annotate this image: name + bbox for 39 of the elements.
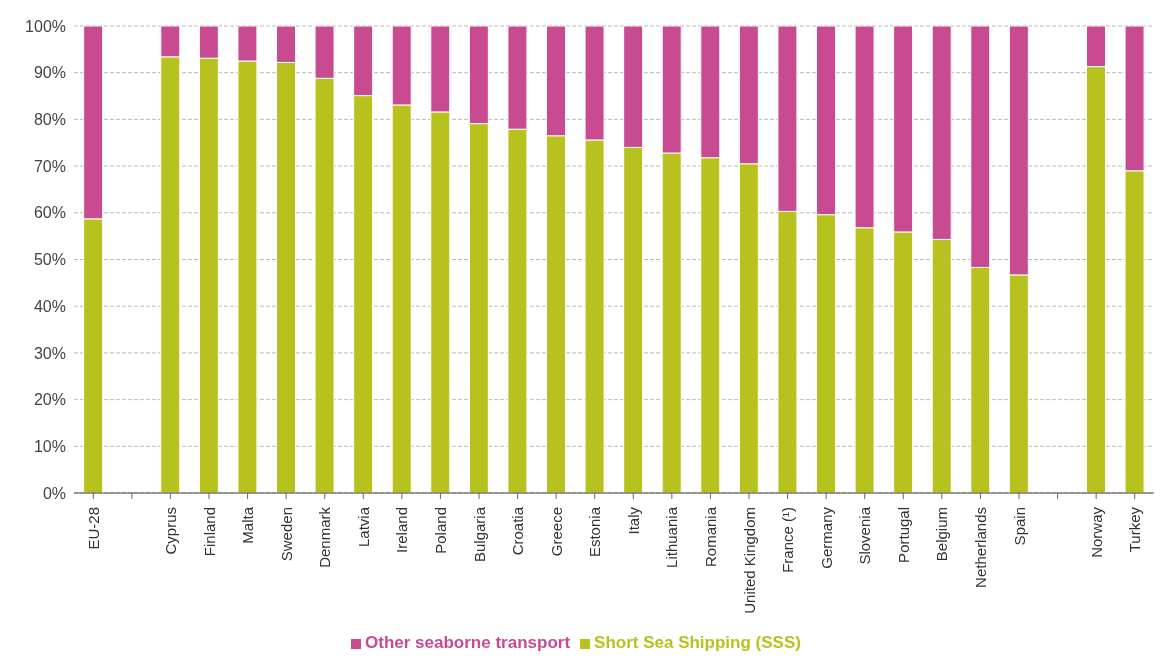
y-tick-label: 0% [42,484,66,502]
y-tick-label: 20% [33,391,66,409]
x-tick-label: Finland [200,507,218,557]
x-tick-label: Sweden [277,507,295,562]
x-tick-label: Norway [1087,506,1105,558]
y-tick-label: 60% [33,204,66,222]
x-tick-label: Poland [431,507,449,554]
x-tick-label: Spain [1010,507,1028,546]
x-tick-label: Estonia [586,506,604,558]
x-tick-label: Romania [701,506,719,568]
x-tick-label: Netherlands [971,507,989,588]
x-tick-label: Croatia [509,506,527,556]
y-tick-label: 50% [33,251,66,269]
x-tick-label: Germany [817,506,835,569]
y-tick-label: 70% [33,157,66,175]
x-tick-label: Italy [624,506,642,535]
x-tick-label: Greece [547,507,565,557]
y-tick-label: 40% [33,297,66,315]
x-tick-label: Portugal [894,507,912,563]
x-tick-label: Cyprus [161,507,179,555]
x-tick-label: EU-28 [84,507,102,550]
x-tick-label: Slovenia [856,506,874,565]
x-tick-label: Denmark [316,506,334,568]
x-tick-label: Malta [239,506,257,544]
legend-label: Other seaborne transport [365,633,571,652]
x-tick-label: Turkey [1126,506,1144,553]
x-tick-label: Latvia [354,506,372,548]
x-tick-label: Bulgaria [470,506,488,563]
x-tick-label: United Kingdom [740,507,758,614]
y-tick-label: 30% [33,344,66,362]
y-tick-label: 80% [33,111,66,129]
y-tick-label: 100% [25,17,66,35]
legend-label: Short Sea Shipping (SSS) [594,633,801,652]
x-tick-label: France (¹) [779,507,797,573]
x-tick-label: Belgium [933,507,951,562]
x-tick-label: Lithuania [663,506,681,568]
y-tick-label: 10% [33,437,66,455]
x-tick-label: Ireland [393,507,411,553]
y-tick-label: 90% [33,64,66,82]
